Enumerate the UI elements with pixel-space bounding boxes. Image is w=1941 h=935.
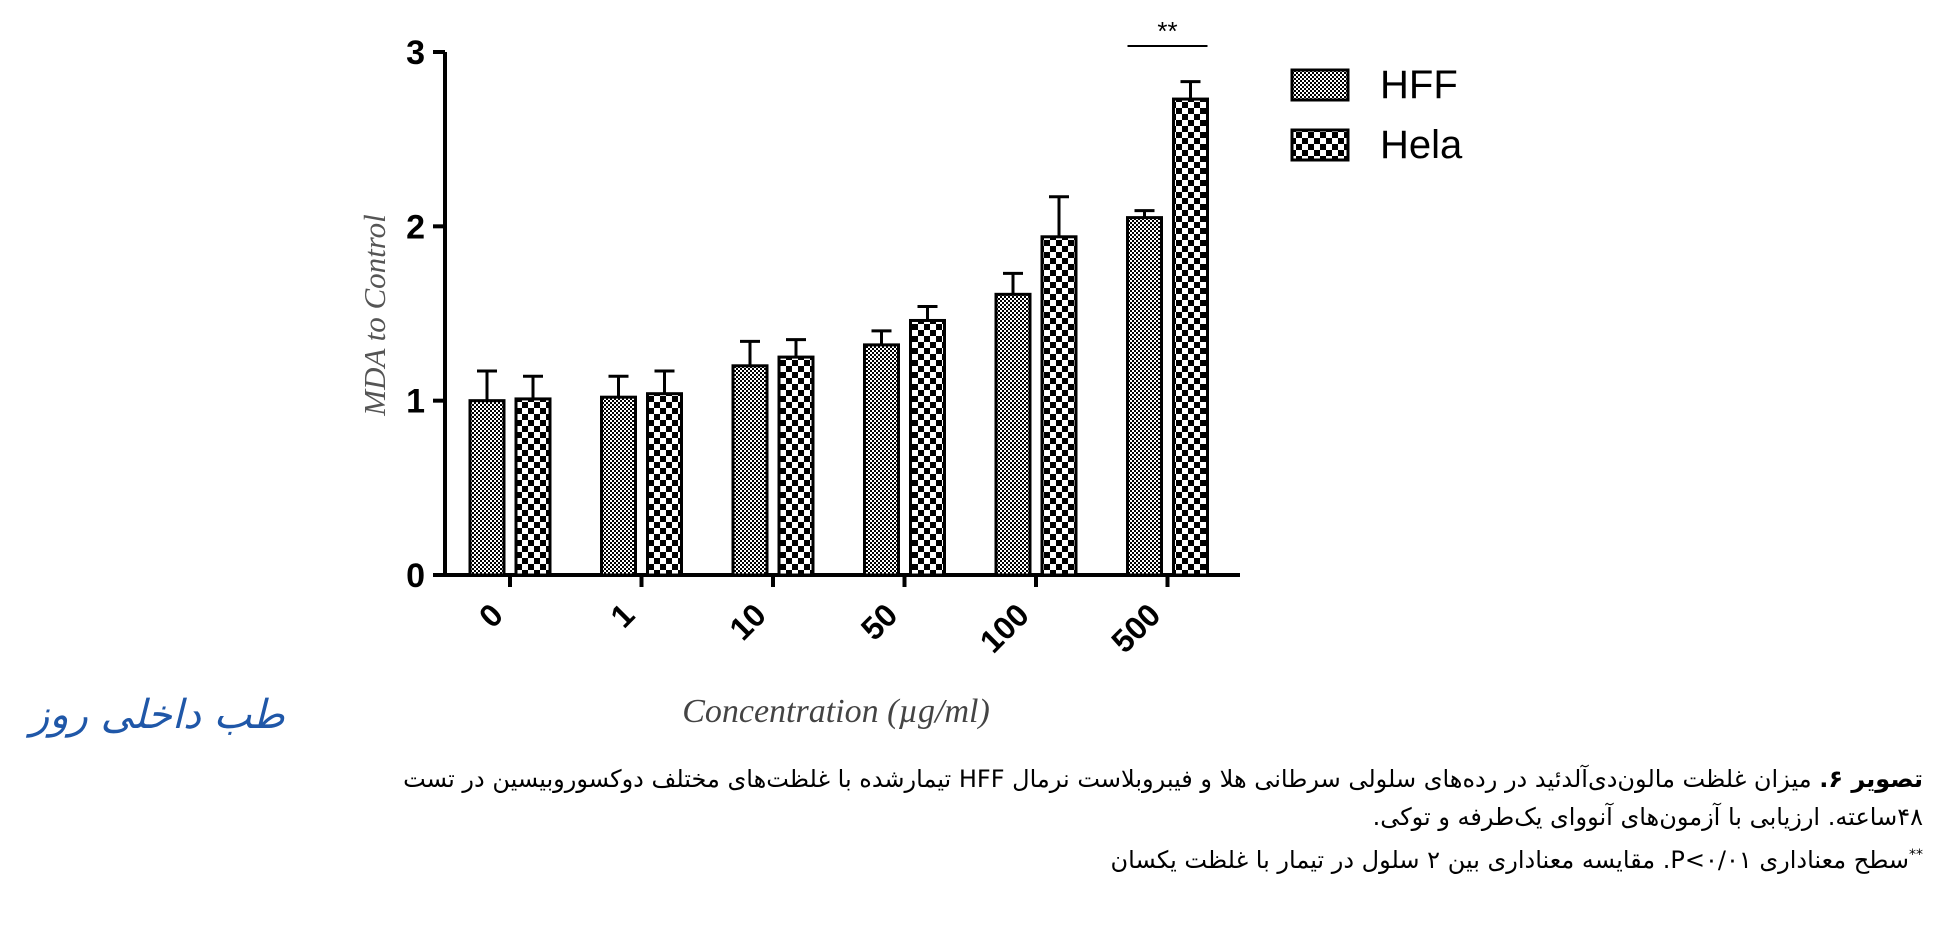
bar-chart: 0 1 2 3 0 1 10 50 100 500 ** HFF Hela MDA to Cont… <box>357 16 1463 730</box>
x-tick-label: 0 <box>472 596 510 634</box>
y-tick-label: 2 <box>406 208 425 246</box>
bar-hela <box>1040 235 1078 577</box>
legend-label-hff: HFF <box>1380 63 1458 107</box>
bar-hela <box>1172 97 1209 577</box>
legend-swatch-hff <box>1290 68 1350 102</box>
bar-hela <box>646 392 683 577</box>
figure-caption: تصویر ۶. میزان غلظت مالون‌دی‌آلدئید در ر… <box>34 760 1923 879</box>
bar-hff <box>731 364 769 577</box>
x-tick-label: 1 <box>603 596 641 634</box>
bar-hela <box>909 318 946 577</box>
caption-note: **سطح معناداری P<۰/۰۱. مقایسه معناداری ب… <box>34 836 1924 879</box>
error-bars-group <box>477 80 1201 401</box>
caption-line-2: ۴۸ساعته. ارزیابی با آزمون‌های آنووای یک‌… <box>1372 803 1923 831</box>
significance-label: ** <box>1157 16 1177 46</box>
significance-group: ** <box>1127 16 1208 47</box>
bar-hff <box>863 343 900 577</box>
y-axis-label: MDA to Control <box>357 214 392 417</box>
caption-line-1: تصویر ۶. میزان غلظت مالون‌دی‌آلدئید در ر… <box>34 760 1923 798</box>
x-tick-label: 500 <box>1104 596 1167 659</box>
caption-text-1: میزان غلظت مالون‌دی‌آلدئید در رده‌های سل… <box>403 765 1820 793</box>
y-tick-label: 1 <box>406 383 425 421</box>
note-mark: ** <box>1909 847 1923 863</box>
legend: HFF Hela <box>1290 63 1463 167</box>
bar-hff <box>1126 216 1163 577</box>
legend-label-hela: Hela <box>1380 123 1463 167</box>
y-tick-label: 3 <box>406 34 425 72</box>
legend-swatch-hela <box>1290 128 1350 162</box>
caption-label: تصویر ۶. <box>1819 765 1923 793</box>
bar-hff <box>600 395 637 577</box>
x-tick-label: 50 <box>854 596 905 647</box>
bar-hff <box>994 292 1032 577</box>
note-text: سطح معناداری P<۰/۰۱. مقایسه معناداری بین… <box>1110 846 1910 874</box>
watermark-logo: طب داخلی روز <box>30 692 285 738</box>
bars-group <box>468 97 1209 577</box>
x-axis-label: Concentration (µg/ml) <box>682 693 990 730</box>
y-tick-label: 0 <box>406 557 425 595</box>
y-axis: 0 1 2 3 <box>406 34 447 595</box>
x-tick-label: 10 <box>722 596 773 647</box>
bar-hff <box>468 399 506 577</box>
x-tick-label: 100 <box>973 596 1036 659</box>
bar-hela <box>514 397 552 577</box>
x-axis: 0 1 10 50 100 500 <box>445 573 1240 660</box>
bar-hela <box>777 355 815 577</box>
